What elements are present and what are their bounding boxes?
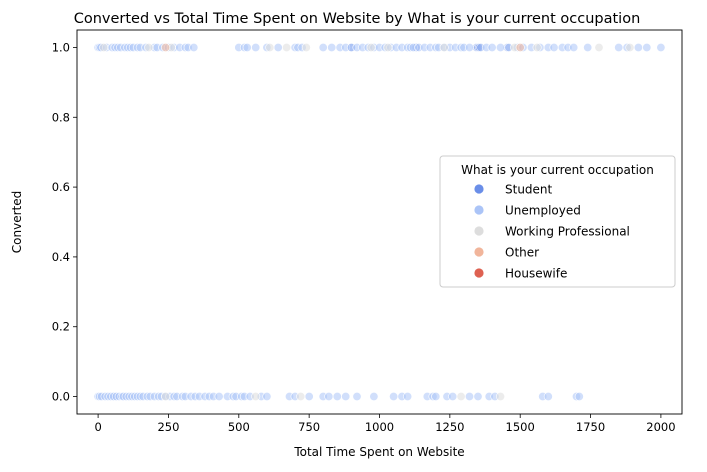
x-tick-label: 250 bbox=[157, 420, 179, 434]
point-unemployed bbox=[569, 42, 579, 52]
point-working-professional bbox=[251, 391, 261, 401]
x-tick-label: 500 bbox=[228, 420, 250, 434]
points-layer bbox=[93, 42, 666, 401]
point-unemployed bbox=[614, 42, 624, 52]
y-axis: 0.0 0.2 0.4 0.6 0.8 1.0 bbox=[52, 40, 77, 404]
legend-marker-student bbox=[474, 184, 484, 194]
point-unemployed bbox=[464, 391, 474, 401]
point-unemployed bbox=[583, 42, 593, 52]
point-working-professional bbox=[265, 42, 275, 52]
point-unemployed bbox=[304, 391, 314, 401]
x-tick-label: 1500 bbox=[506, 420, 535, 434]
point-unemployed bbox=[495, 42, 505, 52]
point-working-professional bbox=[456, 391, 466, 401]
point-unemployed bbox=[487, 42, 497, 52]
y-tick-label: 0.4 bbox=[52, 250, 70, 264]
legend-marker-unemployed bbox=[474, 205, 484, 215]
point-working-professional bbox=[532, 42, 542, 52]
point-other bbox=[515, 42, 525, 52]
point-unemployed bbox=[341, 391, 351, 401]
point-unemployed bbox=[448, 391, 458, 401]
legend-label-working-professional: Working Professional bbox=[505, 225, 630, 239]
point-working-professional bbox=[625, 42, 635, 52]
point-working-professional bbox=[366, 42, 376, 52]
y-tick-label: 0.2 bbox=[52, 320, 70, 334]
point-working-professional bbox=[594, 42, 604, 52]
point-unemployed bbox=[431, 391, 441, 401]
point-working-professional bbox=[282, 42, 292, 52]
point-working-professional bbox=[161, 391, 171, 401]
point-unemployed bbox=[318, 42, 328, 52]
point-unemployed bbox=[473, 391, 483, 401]
legend-label-other: Other bbox=[505, 246, 539, 260]
point-working-professional bbox=[99, 42, 109, 52]
y-tick-label: 0.8 bbox=[52, 110, 70, 124]
legend-box bbox=[439, 155, 676, 288]
y-axis-label: Converted bbox=[10, 191, 24, 253]
point-unemployed bbox=[642, 42, 652, 52]
legend-label-housewife: Housewife bbox=[505, 267, 567, 281]
point-unemployed bbox=[251, 42, 261, 52]
legend-entries: Student Unemployed Working Professional Oth… bbox=[474, 183, 630, 281]
point-unemployed bbox=[389, 391, 399, 401]
chart-title: Converted vs Total Time Spent on Website… bbox=[74, 11, 641, 27]
point-unemployed bbox=[262, 391, 272, 401]
point-unemployed bbox=[332, 391, 342, 401]
x-axis: 0 250 500 750 1000 1250 1500 1750 2000 bbox=[94, 414, 676, 434]
legend-title: What is your current occupation bbox=[461, 163, 654, 177]
legend-label-unemployed: Unemployed bbox=[505, 204, 581, 218]
y-tick-label: 0.6 bbox=[52, 180, 70, 194]
y-tick-label: 0.0 bbox=[52, 390, 70, 404]
point-unemployed bbox=[656, 42, 666, 52]
point-unemployed bbox=[464, 42, 474, 52]
point-unemployed bbox=[273, 42, 283, 52]
point-unemployed bbox=[189, 42, 199, 52]
point-unemployed bbox=[633, 42, 643, 52]
point-working-professional bbox=[383, 42, 393, 52]
x-axis-label: Total Time Spent on Website bbox=[293, 445, 464, 459]
point-unemployed bbox=[242, 42, 252, 52]
x-tick-label: 1250 bbox=[435, 420, 464, 434]
point-working-professional bbox=[301, 42, 311, 52]
legend-label-student: Student bbox=[505, 183, 553, 197]
point-working-professional bbox=[439, 42, 449, 52]
x-tick-label: 750 bbox=[298, 420, 320, 434]
legend: What is your current occupation Student U… bbox=[439, 155, 676, 288]
point-unemployed bbox=[327, 42, 337, 52]
legend-marker-other bbox=[474, 247, 484, 257]
legend-marker-working-professional bbox=[474, 226, 484, 236]
point-other bbox=[161, 42, 171, 52]
legend-marker-housewife bbox=[474, 268, 484, 278]
point-working-professional bbox=[495, 391, 505, 401]
point-unemployed bbox=[543, 391, 553, 401]
x-tick-label: 0 bbox=[94, 420, 101, 434]
x-tick-label: 2000 bbox=[646, 420, 675, 434]
point-working-professional bbox=[296, 391, 306, 401]
point-unemployed bbox=[549, 42, 559, 52]
point-unemployed bbox=[324, 391, 334, 401]
point-working-professional bbox=[144, 42, 154, 52]
x-tick-label: 1750 bbox=[576, 420, 605, 434]
point-unemployed bbox=[574, 391, 584, 401]
point-unemployed bbox=[369, 391, 379, 401]
y-tick-label: 1.0 bbox=[52, 40, 70, 54]
point-unemployed bbox=[214, 391, 224, 401]
x-tick-label: 1000 bbox=[365, 420, 394, 434]
point-unemployed bbox=[403, 391, 413, 401]
point-unemployed bbox=[352, 391, 362, 401]
